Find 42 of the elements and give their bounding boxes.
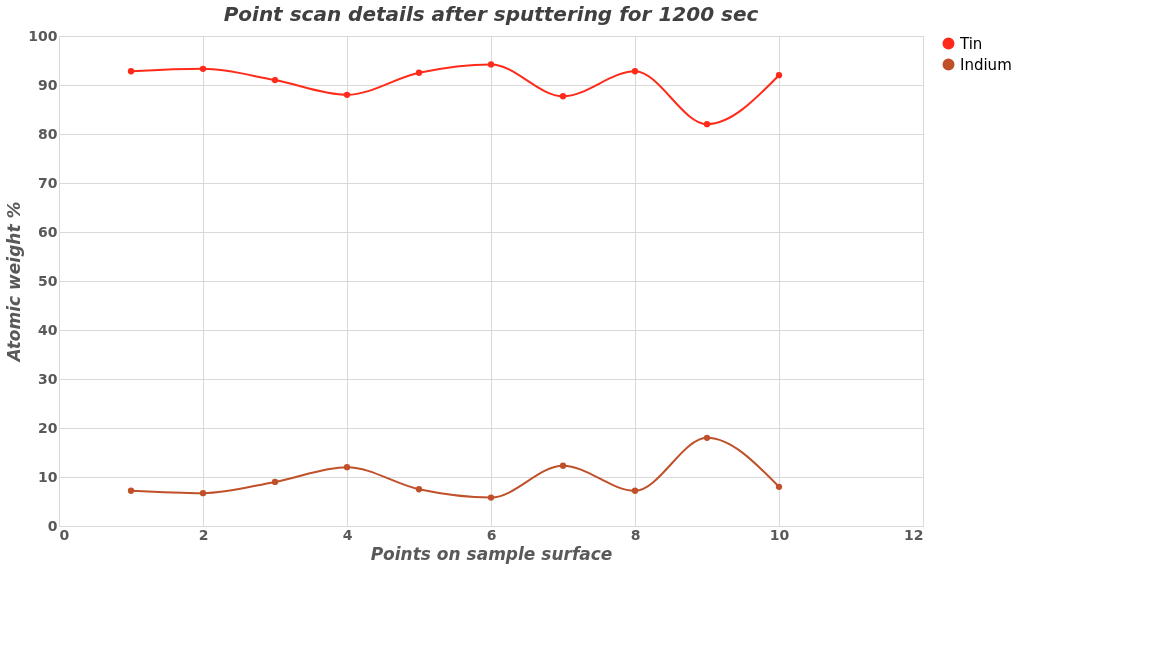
y-tick-label: 60 bbox=[38, 223, 58, 240]
point bbox=[127, 487, 135, 494]
y-axis-title: Atomic weight % bbox=[4, 201, 25, 364]
y-tick-label: 70 bbox=[38, 174, 58, 191]
y-tick-label: 90 bbox=[38, 76, 58, 93]
point bbox=[343, 464, 351, 471]
point bbox=[775, 483, 783, 490]
x-tick-label: 0 bbox=[59, 526, 70, 543]
y-tick-label: 100 bbox=[28, 27, 58, 44]
y-tick-label: 10 bbox=[38, 468, 58, 485]
legend-label: Tin bbox=[959, 34, 983, 53]
x-tick-label: 10 bbox=[769, 526, 790, 543]
y-tick-label: 20 bbox=[38, 419, 58, 436]
y-tick-label: 30 bbox=[38, 370, 58, 387]
x-tick-label: 8 bbox=[630, 526, 641, 543]
point bbox=[343, 91, 351, 98]
point bbox=[703, 121, 711, 128]
x-tick-label: 6 bbox=[486, 526, 497, 543]
point bbox=[415, 69, 423, 76]
point bbox=[631, 487, 639, 494]
point bbox=[271, 478, 279, 486]
point bbox=[199, 65, 207, 72]
chart-title: Point scan details after sputtering for 1200 sec bbox=[223, 2, 759, 26]
point bbox=[487, 61, 495, 68]
y-tick-label: 50 bbox=[38, 272, 58, 289]
point bbox=[199, 490, 207, 497]
y-tick-label: 80 bbox=[38, 125, 58, 142]
point bbox=[559, 462, 567, 469]
point bbox=[487, 494, 495, 501]
y-tick-label: 40 bbox=[38, 321, 58, 338]
point bbox=[775, 72, 783, 79]
point bbox=[127, 68, 135, 75]
point bbox=[415, 486, 423, 493]
x-tick-label: 4 bbox=[342, 526, 353, 543]
point bbox=[631, 68, 639, 75]
point bbox=[559, 93, 567, 100]
point bbox=[271, 76, 279, 84]
legend-label: Indium bbox=[960, 55, 1012, 74]
point bbox=[703, 434, 711, 441]
x-axis-title: Points on sample surface bbox=[370, 543, 613, 564]
x-tick-label: 12 bbox=[904, 526, 924, 543]
x-tick-label: 2 bbox=[198, 526, 209, 543]
